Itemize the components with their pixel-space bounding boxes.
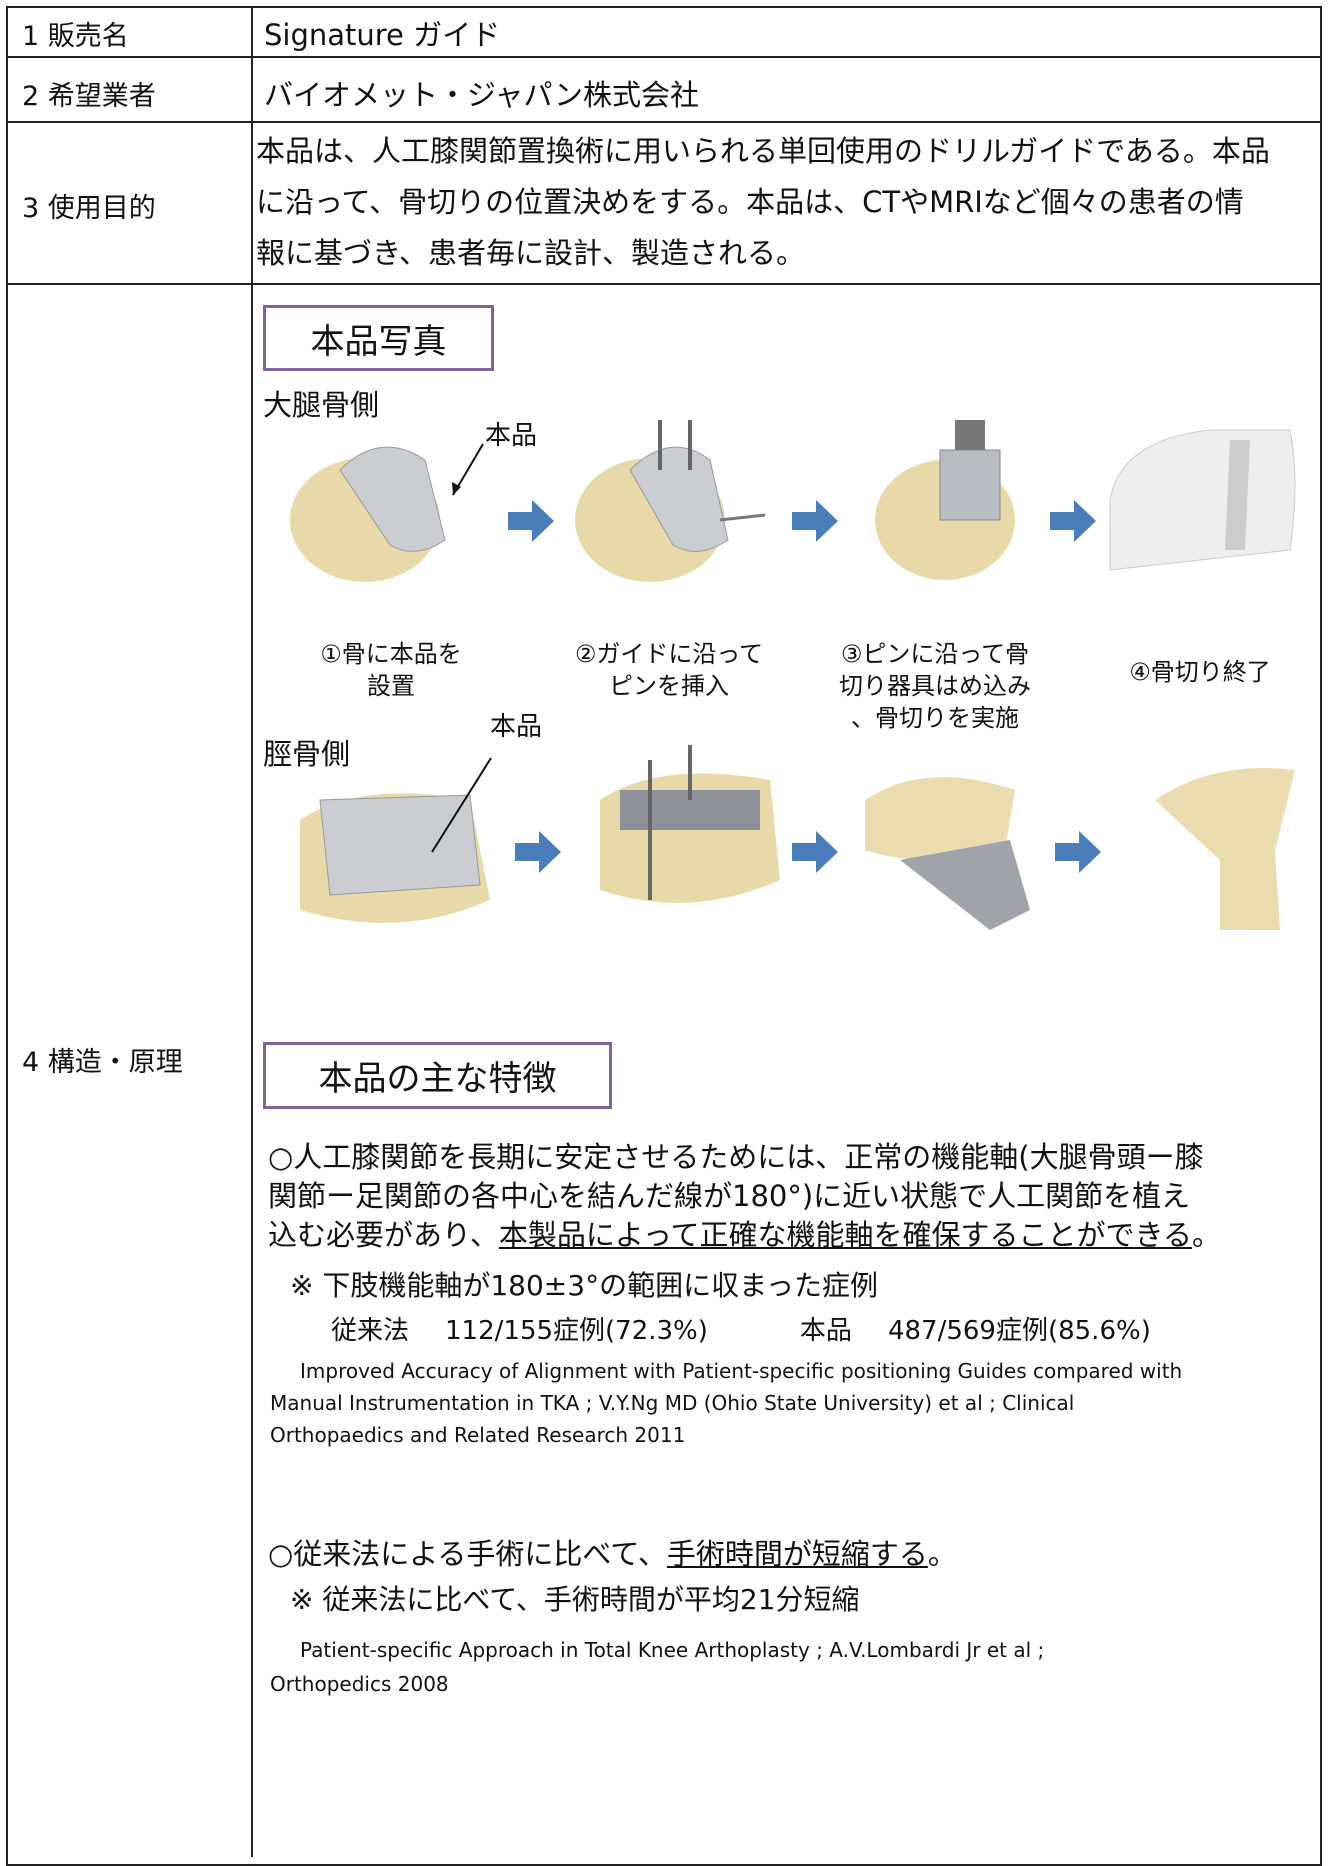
text: 。 xyxy=(927,1537,957,1571)
text-line: Improved Accuracy of Alignment with Pati… xyxy=(300,1359,1183,1383)
text-line: 関節ー足関節の各中心を結んだ線が180°)に近い状態で人工関節を植え xyxy=(268,1179,1191,1213)
row-divider xyxy=(6,283,1322,285)
reference: Improved Accuracy of Alignment with Pati… xyxy=(270,1355,1182,1451)
text-line: ○人工膝関節を長期に安定させるためには、正常の機能軸(大腿骨頭ー膝 xyxy=(268,1140,1204,1174)
value: 487/569症例(85.6%) xyxy=(887,1316,1151,1346)
text: 。 xyxy=(1191,1218,1221,1252)
column-divider xyxy=(251,6,253,1857)
text: 込む必要があり、 xyxy=(268,1218,499,1252)
row-label: 4 構造・原理 xyxy=(22,1047,183,1078)
section-heading: 本品の主な特徴 xyxy=(263,1042,612,1109)
text-line: Orthopedics 2008 xyxy=(270,1672,449,1696)
caption-line: ピンを挿入 xyxy=(608,672,729,700)
text-line: 込む必要があり、本製品によって正確な機能軸を確保することができる。 xyxy=(268,1216,1221,1255)
label: 本品 xyxy=(799,1316,852,1346)
row-label: 2 希望業者 xyxy=(22,81,156,112)
paragraph: ○人工膝関節を長期に安定させるためには、正常の機能軸(大腿骨頭ー膝 関節ー足関節… xyxy=(268,1138,1221,1255)
caption-line: 、骨切りを実施 xyxy=(851,704,1019,732)
caption-line: 設置 xyxy=(366,672,415,700)
row-label: 3 使用目的 xyxy=(22,193,156,224)
row-label: 1 販売名 xyxy=(22,21,129,52)
step-caption: ③ピンに沿って骨 切り器具はめ込み 、骨切りを実施 xyxy=(839,638,1031,734)
caption-line: ③ピンに沿って骨 xyxy=(840,640,1030,668)
result: 従来法 112/155症例(72.3%) 本品 487/569症例(85.6%) xyxy=(331,1310,1151,1347)
label: 脛骨側 xyxy=(263,737,351,771)
cell-text: 本品は、人工膝関節置換術に用いられる単回使用のドリルガイドである。本品 に沿って… xyxy=(256,126,1270,279)
text-line: 報に基づき、患者毎に設計、製造される。 xyxy=(256,236,805,270)
pointer-label: 本品 xyxy=(485,421,538,451)
caption-line: ①骨に本品を xyxy=(320,640,462,668)
step-caption: ②ガイドに沿って ピンを挿入 xyxy=(575,638,763,702)
caption-line: ④骨切り終了 xyxy=(1129,658,1271,686)
note: ※ 下肢機能軸が180±3°の範囲に収まった症例 xyxy=(290,1269,878,1302)
label: 大腿骨側 xyxy=(263,388,380,422)
text-line: Orthopaedics and Related Research 2011 xyxy=(270,1423,686,1447)
text-line: 本品は、人工膝関節置換術に用いられる単回使用のドリルガイドである。本品 xyxy=(256,134,1270,168)
photo-illustrations xyxy=(290,420,1296,930)
row-divider xyxy=(6,121,1322,123)
label: 従来法 xyxy=(331,1316,410,1346)
cell-text: Signature ガイド xyxy=(264,18,501,52)
note: ※ 従来法に比べて、手術時間が平均21分短縮 xyxy=(290,1583,860,1616)
value: 112/155症例(72.3%) xyxy=(445,1316,708,1346)
step-caption: ④骨切り終了 xyxy=(1129,656,1271,688)
text-line: に沿って、骨切りの位置決めをする。本品は、CTやMRIなど個々の患者の情 xyxy=(256,185,1244,219)
caption-line: 切り器具はめ込み xyxy=(839,672,1031,700)
pointer-label: 本品 xyxy=(490,712,543,742)
caption-line: ②ガイドに沿って xyxy=(574,640,764,668)
reference: Patient-specific Approach in Total Knee … xyxy=(270,1633,1044,1701)
section-heading: 本品写真 xyxy=(263,305,494,371)
row-divider xyxy=(6,56,1322,58)
text-line: Patient-specific Approach in Total Knee … xyxy=(300,1638,1045,1662)
text: ○従来法による手術に比べて、 xyxy=(268,1537,667,1571)
paragraph: ○従来法による手術に比べて、手術時間が短縮する。 xyxy=(268,1531,957,1573)
step-caption: ①骨に本品を 設置 xyxy=(320,638,462,702)
emphasis: 本製品によって正確な機能軸を確保することができる xyxy=(498,1218,1192,1252)
text-line: Manual Instrumentation in TKA ; V.Y.Ng M… xyxy=(270,1391,1075,1415)
emphasis: 手術時間が短縮する xyxy=(666,1537,928,1571)
cell-text: バイオメット・ジャパン株式会社 xyxy=(264,78,700,112)
